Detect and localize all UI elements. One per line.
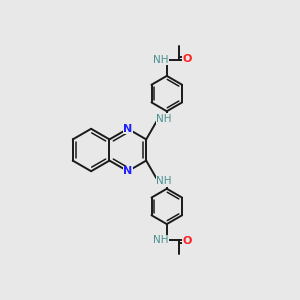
- Text: N: N: [123, 166, 133, 176]
- Text: NH: NH: [156, 176, 172, 186]
- Text: O: O: [183, 236, 192, 247]
- Text: NH: NH: [153, 55, 168, 65]
- Text: N: N: [123, 124, 133, 134]
- Text: O: O: [183, 53, 192, 64]
- Text: NH: NH: [156, 114, 172, 124]
- Text: NH: NH: [153, 235, 168, 245]
